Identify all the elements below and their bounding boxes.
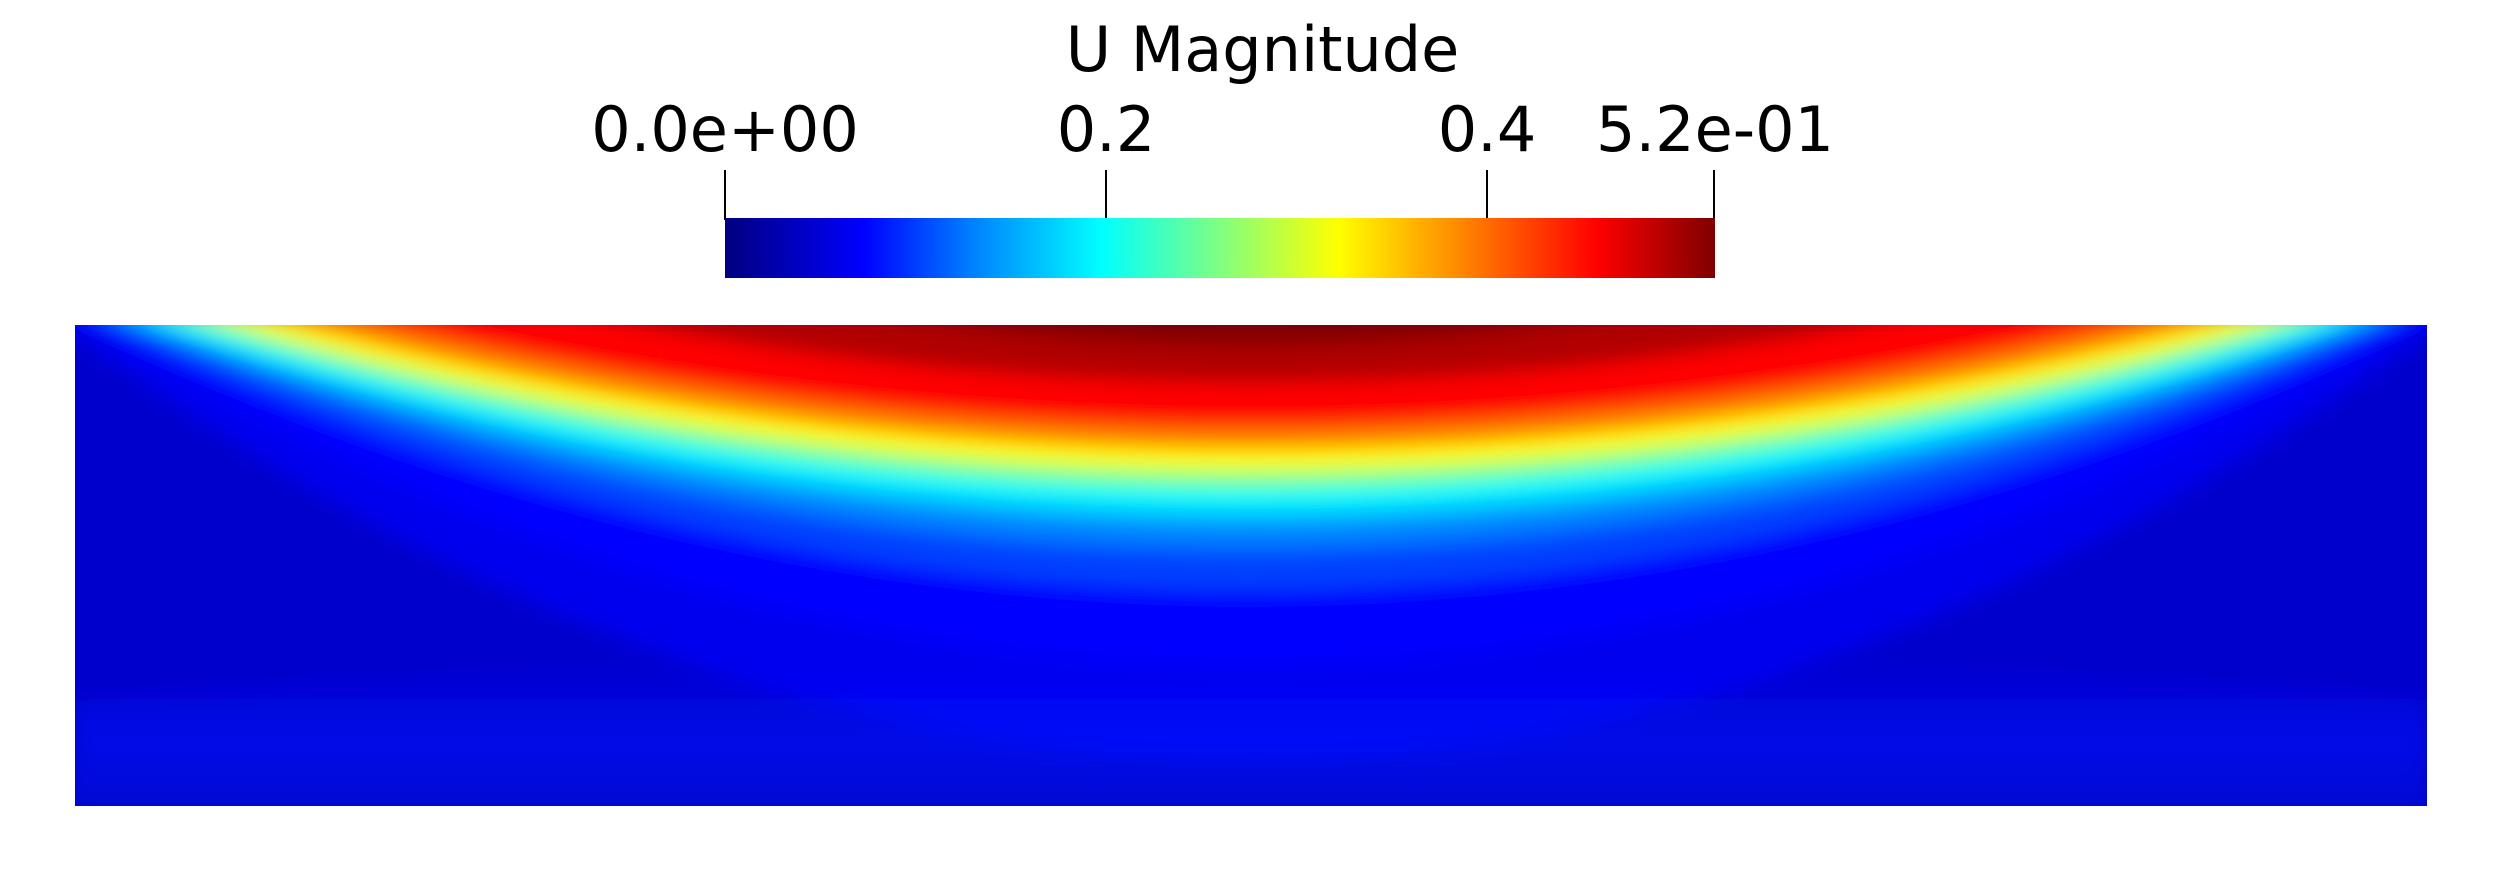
legend-tick-label-0-2: 0.2: [1056, 93, 1156, 166]
field-contours: [75, 325, 2427, 806]
legend-tick-mark-0-2: [1105, 170, 1107, 220]
legend-tick-mark-max: [1713, 170, 1715, 220]
legend-title: U Magnitude: [1065, 13, 1460, 86]
color-legend: U Magnitude 0.0e+00 0.2 0.4 5.2e-01: [0, 0, 2505, 300]
legend-tick-label-min: 0.0e+00: [591, 93, 859, 166]
legend-tick-label-max: 5.2e-01: [1595, 93, 1835, 166]
contour-0-49: [635, 325, 1865, 383]
legend-tick-mark-min: [724, 170, 726, 220]
bottom-boundary-band: [75, 650, 2427, 806]
contour-0-52: [955, 325, 1545, 345]
legend-tick-mark-0-4: [1486, 170, 1488, 220]
colorbar-gradient: [725, 218, 1715, 278]
legend-tick-label-0-4: 0.4: [1437, 93, 1537, 166]
